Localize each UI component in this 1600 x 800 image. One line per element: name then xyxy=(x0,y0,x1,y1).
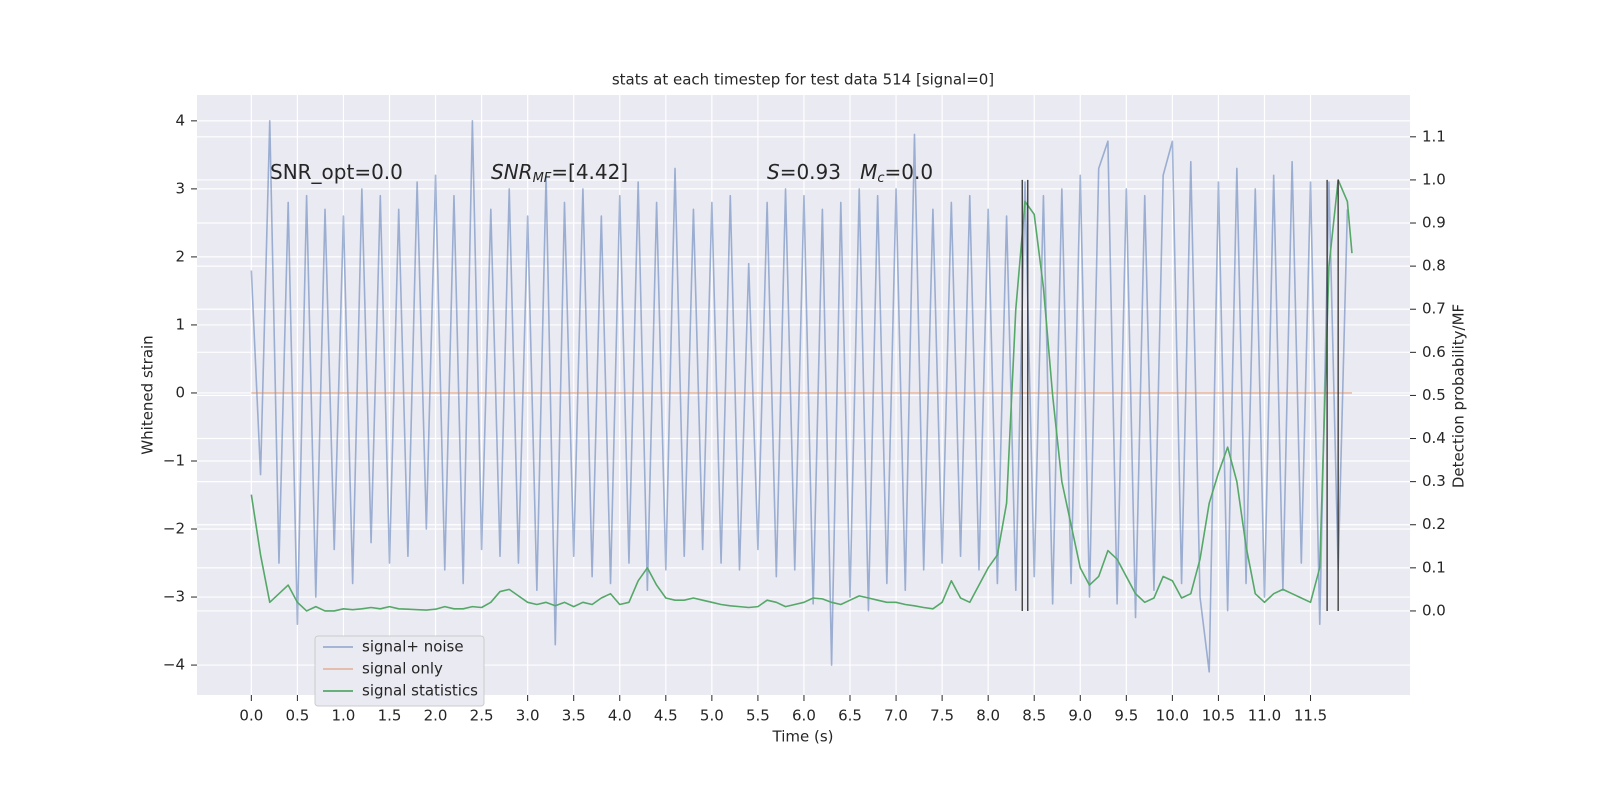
y-tick-label: −4 xyxy=(163,656,185,674)
series-line xyxy=(250,120,1349,673)
y2-tick-label: 0.5 xyxy=(1422,386,1446,404)
x-tick-label: 5.5 xyxy=(746,707,770,725)
legend-label: signal+ noise xyxy=(362,638,464,656)
x-tick-label: 10.5 xyxy=(1202,707,1235,725)
annotation-part: SNR xyxy=(491,160,533,184)
legend-box xyxy=(314,635,485,707)
x-tick-label: 5.0 xyxy=(700,707,724,725)
annotation-part: SNR_opt=0.0 xyxy=(270,160,403,184)
annotation: S=0.93 Mc=0.0 xyxy=(767,160,933,186)
y-tick-label: −1 xyxy=(163,451,185,469)
x-axis-label: Time (s) xyxy=(772,728,834,746)
y-tick-label: 3 xyxy=(175,179,185,197)
x-tick-label: 6.0 xyxy=(792,707,816,725)
annotation-part: c xyxy=(877,171,884,186)
y-tick-label: 4 xyxy=(175,111,185,129)
y2-tick-label: 0.6 xyxy=(1422,343,1446,361)
x-tick-label: 7.0 xyxy=(884,707,908,725)
x-tick-label: 11.0 xyxy=(1248,707,1281,725)
annotation-part: =[4.42] xyxy=(551,160,628,184)
legend-label: signal statistics xyxy=(362,682,478,700)
x-tick-label: 6.5 xyxy=(838,707,862,725)
x-tick-label: 0.5 xyxy=(285,707,309,725)
y2-tick-label: 0.3 xyxy=(1422,472,1446,490)
x-tick-label: 0.0 xyxy=(239,707,263,725)
annotation-part: M xyxy=(860,160,877,184)
x-tick-label: 3.5 xyxy=(562,707,586,725)
y-axis-label: Whitened strain xyxy=(139,335,157,454)
annotation: SNR_opt=0.0 xyxy=(270,160,403,184)
x-tick-label: 4.5 xyxy=(654,707,678,725)
y-tick-label: −2 xyxy=(163,520,185,538)
y2-axis-label: Detection probability/MF xyxy=(1450,304,1468,488)
chart-title: stats at each timestep for test data 514… xyxy=(612,71,994,89)
x-tick-label: 9.0 xyxy=(1068,707,1092,725)
y-tick-label: −3 xyxy=(163,588,185,606)
x-tick-label: 8.5 xyxy=(1022,707,1046,725)
annotation-part: S xyxy=(767,160,780,184)
x-tick-label: 9.5 xyxy=(1114,707,1138,725)
x-tick-label: 2.5 xyxy=(470,707,494,725)
y2-tick-label: 0.2 xyxy=(1422,515,1446,533)
y2-tick-label: 0.9 xyxy=(1422,214,1446,232)
annotation-part: =0.93 xyxy=(780,160,860,184)
annotation-part: MF xyxy=(533,171,552,186)
y2-tick-label: 0.1 xyxy=(1422,558,1446,576)
y2-tick-label: 1.0 xyxy=(1422,170,1446,188)
x-tick-label: 2.0 xyxy=(424,707,448,725)
annotation-part: =0.0 xyxy=(885,160,934,184)
annotation: SNRMF=[4.42] xyxy=(491,160,628,186)
x-tick-label: 10.0 xyxy=(1156,707,1189,725)
y-tick-label: 2 xyxy=(175,247,185,265)
x-tick-label: 7.5 xyxy=(930,707,954,725)
x-tick-label: 1.0 xyxy=(332,707,356,725)
x-tick-label: 1.5 xyxy=(378,707,402,725)
y2-tick-label: 0.4 xyxy=(1422,429,1446,447)
y-tick-label: 1 xyxy=(175,315,185,333)
x-tick-label: 3.0 xyxy=(516,707,540,725)
x-tick-label: 11.5 xyxy=(1294,707,1327,725)
legend-label: signal only xyxy=(362,660,443,678)
x-tick-label: 8.0 xyxy=(976,707,1000,725)
y2-tick-label: 0.7 xyxy=(1422,300,1446,318)
y-tick-label: 0 xyxy=(175,383,185,401)
y2-tick-label: 1.1 xyxy=(1422,127,1446,145)
series-line xyxy=(250,179,1353,612)
y2-tick-label: 0.0 xyxy=(1422,601,1446,619)
x-tick-label: 4.0 xyxy=(608,707,632,725)
y2-tick-label: 0.8 xyxy=(1422,257,1446,275)
